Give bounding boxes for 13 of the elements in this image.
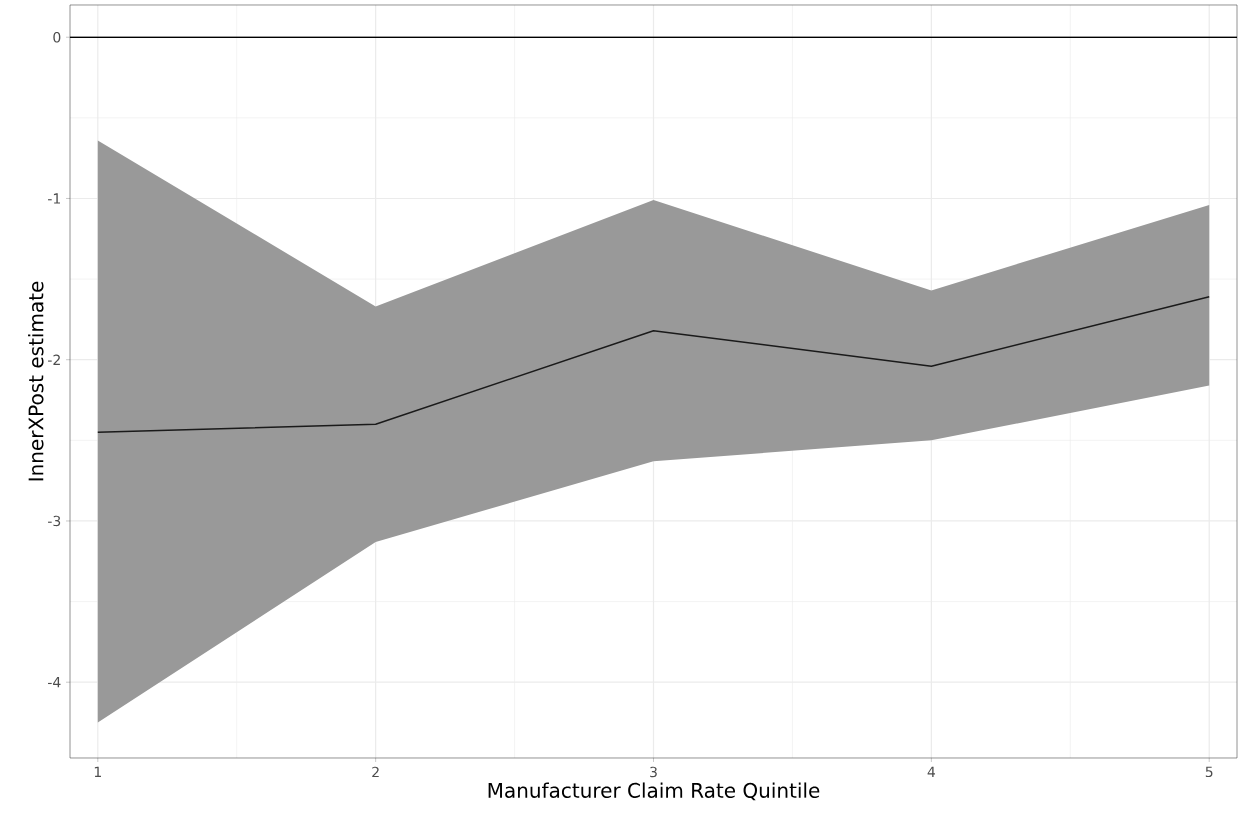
- y-tick-label: -1: [48, 193, 61, 204]
- x-tick-label: 1: [94, 766, 101, 777]
- x-tick-label: 4: [927, 766, 936, 777]
- x-axis-title: Manufacturer Claim Rate Quintile: [488, 782, 820, 801]
- x-tick-label: 5: [1205, 766, 1213, 778]
- y-tick-label: -4: [48, 677, 61, 688]
- y-axis-title: InnerXPost estimate: [28, 281, 44, 481]
- line-series: [97, 296, 1210, 434]
- y-tick-label: -2: [48, 354, 60, 365]
- y-tick-label: 0: [53, 31, 61, 43]
- y-tick-label: -3: [48, 515, 61, 527]
- x-tick-label: 2: [372, 766, 379, 778]
- x-tick-label: 3: [650, 766, 657, 778]
